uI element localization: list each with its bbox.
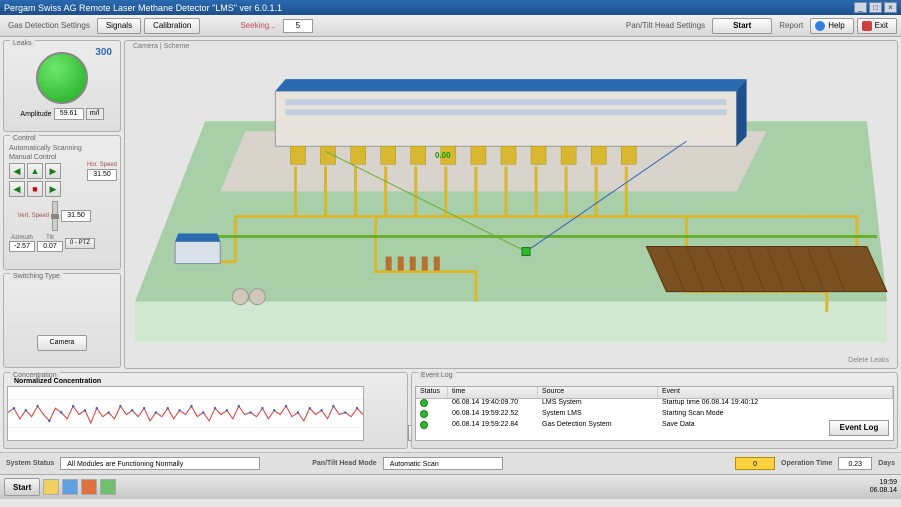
taskbar-app-icon[interactable]: [100, 479, 116, 495]
seeking-value: 5: [283, 19, 313, 33]
hor-speed-label: Hor. Speed: [87, 162, 117, 168]
leaks-panel: Leaks 300 Amplitude 59.61 m/l: [3, 40, 121, 132]
help-button[interactable]: Help: [810, 18, 853, 34]
hor-speed-value[interactable]: 31.50: [87, 169, 117, 181]
left-column: Leaks 300 Amplitude 59.61 m/l Control Au…: [3, 40, 121, 369]
scan-value-overlay: 0.00: [435, 151, 451, 160]
help-icon: [815, 21, 825, 31]
amplitude-value: 59.61: [54, 108, 84, 120]
taskbar: Start 19:59 06.08.14: [0, 474, 901, 499]
delete-leaks-button[interactable]: Delete Leaks: [848, 357, 889, 364]
direction-pad: ◀ ▲ ▶ Hor. Speed 31.50 ◀ ■ ▶: [9, 163, 117, 197]
col-status: Status: [416, 387, 448, 398]
operation-time-unit: Days: [878, 460, 895, 467]
scheme-wrap: Camera | Scheme: [124, 40, 898, 369]
vert-speed-label: Vert. Speed: [9, 213, 49, 219]
top-toolbar: Gas Detection Settings Signals Calibrati…: [0, 15, 901, 37]
arrow-up-button[interactable]: ▲: [27, 163, 43, 179]
auto-scan-label: Automatically Scanning: [9, 145, 117, 152]
control-title: Control: [10, 135, 39, 142]
start-menu-button[interactable]: Start: [4, 478, 40, 496]
col-time: time: [448, 387, 538, 398]
calibration-button[interactable]: Calibration: [144, 18, 200, 34]
scheme-title: Camera | Scheme: [133, 43, 189, 50]
minimize-button[interactable]: _: [854, 2, 867, 13]
report-label[interactable]: Report: [775, 21, 807, 30]
status-ok-icon: [420, 399, 428, 407]
status-ok-icon: [420, 410, 428, 418]
eventlog-row[interactable]: 06.08.14 19:59:22.52 System LMS Starting…: [416, 410, 893, 421]
eventlog-row[interactable]: 06.08.14 19:59:22.84 Gas Detection Syste…: [416, 421, 893, 432]
amplitude-row: Amplitude 59.61 m/l: [7, 108, 117, 120]
arrow-right-button[interactable]: ▶: [45, 163, 61, 179]
arrow-left2-button[interactable]: ◀: [9, 181, 25, 197]
stop-button[interactable]: ■: [27, 181, 43, 197]
main-area: Leaks 300 Amplitude 59.61 m/l Control Au…: [0, 37, 901, 372]
system-status-value: All Modules are Functioning Normally: [60, 457, 260, 470]
close-button[interactable]: ×: [884, 2, 897, 13]
eventlog-button[interactable]: Event Log: [829, 420, 889, 436]
scheme-panel[interactable]: Camera | Scheme: [124, 40, 898, 369]
arrow-left-button[interactable]: ◀: [9, 163, 25, 179]
taskbar-app-icon[interactable]: [81, 479, 97, 495]
col-source: Source: [538, 387, 658, 398]
status-ok-icon: [420, 421, 428, 429]
pantilt-mode-value: Automatic Scan: [383, 457, 503, 470]
azimuth-tilt-row: Azimuth -2.57 Tilt 0.07 0 - PTZ: [9, 235, 115, 252]
concentration-chart-title: Normalized Concentration: [14, 378, 101, 385]
operation-time-value: 0.23: [838, 457, 872, 470]
eventlog-panel: Event Log Status time Source Event 06.08…: [411, 372, 898, 449]
facility-scheme: [125, 41, 897, 369]
leaks-title: Leaks: [10, 40, 35, 47]
eventlog-table: Status time Source Event 06.08.14 19:40:…: [415, 386, 894, 441]
amplitude-label: Amplitude: [20, 111, 51, 118]
status-bar: System Status All Modules are Functionin…: [0, 452, 901, 474]
switching-panel: Switching Type Camera: [3, 273, 121, 368]
eventlog-row[interactable]: 06.08.14 19:40:09.70 LMS System Startup …: [416, 399, 893, 410]
col-event: Event: [658, 387, 893, 398]
start-button[interactable]: Start: [712, 18, 772, 34]
leaks-count: 300: [95, 47, 112, 58]
seeking-label: Seeking...: [236, 21, 280, 30]
switching-title: Switching Type: [10, 273, 63, 280]
taskbar-app-icon[interactable]: [43, 479, 59, 495]
concentration-chart: Normalized Concentration: [7, 386, 364, 441]
status-yellow-indicator: 0: [735, 457, 775, 470]
lower-row: Concentration Normalized Concentration D…: [0, 372, 901, 452]
gas-detection-label: Gas Detection Settings: [4, 21, 94, 30]
eventlog-header: Status time Source Event: [416, 387, 893, 399]
taskbar-app-icon[interactable]: [62, 479, 78, 495]
window-titlebar: Pergam Swiss AG Remote Laser Methane Det…: [0, 0, 901, 15]
window-title: Pergam Swiss AG Remote Laser Methane Det…: [4, 3, 854, 13]
vert-speed-value[interactable]: 31.50: [61, 210, 91, 222]
ptz-zero-button[interactable]: 0 - PTZ: [65, 238, 95, 249]
system-tray: 19:59 06.08.14: [870, 479, 897, 495]
vert-speed-row: Vert. Speed 31.50: [9, 201, 115, 231]
exit-icon: [862, 21, 872, 31]
operation-time-label: Operation Time: [781, 460, 832, 467]
window-buttons: _ □ ×: [854, 2, 897, 13]
vert-speed-slider[interactable]: [52, 201, 58, 231]
pantilt-mode-label: Pan/Tilt Head Mode: [312, 460, 376, 467]
eventlog-title: Event Log: [418, 372, 456, 379]
maximize-button[interactable]: □: [869, 2, 882, 13]
concentration-panel: Concentration Normalized Concentration D…: [3, 372, 408, 449]
control-panel: Control Automatically Scanning Manual Co…: [3, 135, 121, 270]
tilt-value[interactable]: 0.07: [37, 241, 63, 252]
exit-button[interactable]: Exit: [857, 18, 897, 34]
pantilt-settings-label: Pan/Tilt Head Settings: [622, 21, 709, 30]
system-status-label: System Status: [6, 460, 54, 467]
camera-button[interactable]: Camera: [37, 335, 87, 351]
arrow-right2-button[interactable]: ▶: [45, 181, 61, 197]
azimuth-value[interactable]: -2.57: [9, 241, 35, 252]
signals-button[interactable]: Signals: [97, 18, 141, 34]
amplitude-unit: m/l: [86, 108, 104, 120]
manual-control-label: Manual Control: [9, 154, 117, 161]
leak-status-indicator: [36, 52, 88, 104]
taskbar-clock[interactable]: 19:59 06.08.14: [870, 479, 897, 495]
